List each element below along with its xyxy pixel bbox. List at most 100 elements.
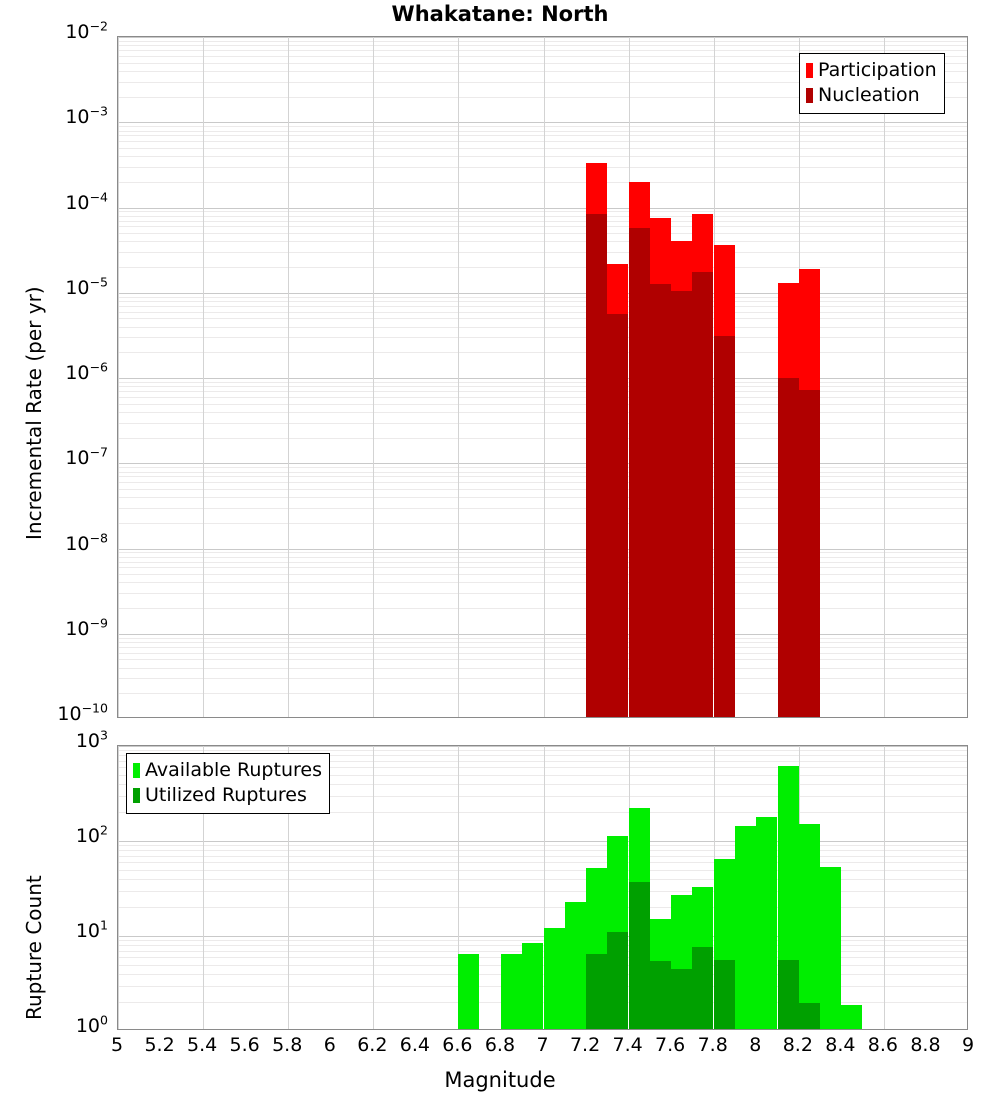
gridline-minor (118, 438, 967, 439)
bar-available-ruptures (458, 954, 479, 1029)
x-tick-label: 8.4 (825, 1034, 856, 1056)
gridline-minor (118, 582, 967, 583)
gridline-minor (118, 63, 967, 64)
x-tick-label: 6.8 (484, 1034, 516, 1056)
gridline-vertical (458, 37, 459, 717)
gridline-minor (118, 467, 967, 468)
x-tick-label: 5 (110, 1034, 124, 1056)
bar-available-ruptures (820, 867, 841, 1029)
gridline-minor (118, 557, 967, 558)
legend-swatch-icon (806, 63, 813, 78)
x-tick-label: 6.2 (357, 1034, 388, 1056)
gridline-minor (118, 812, 967, 813)
x-tick-label: 7.2 (569, 1034, 601, 1056)
bar-nucleation (586, 214, 607, 717)
bar-nucleation (629, 228, 650, 717)
gridline-minor (118, 327, 967, 328)
gridline-major (118, 37, 967, 38)
gridline-minor (118, 940, 967, 941)
gridline-minor (118, 423, 967, 424)
gridline-vertical (288, 37, 289, 717)
y-tick-label: 10−5 (65, 274, 108, 299)
gridline-minor (118, 755, 967, 756)
gridline-minor (118, 182, 967, 183)
x-tick-label: 5.8 (272, 1034, 303, 1056)
x-tick-label: 5.4 (186, 1034, 218, 1056)
y-tick-label: 101 (75, 917, 108, 942)
bar-utilized-ruptures (671, 969, 692, 1029)
participation-nucleation-legend-item[interactable]: Participation (806, 58, 937, 83)
participation-nucleation-legend-item[interactable]: Nucleation (806, 83, 937, 108)
gridline-minor (118, 216, 967, 217)
gridline-minor (118, 750, 967, 751)
gridline-minor (118, 668, 967, 669)
x-tick-label: 5.6 (229, 1034, 260, 1056)
gridline-major (118, 841, 967, 842)
gridline-minor (118, 567, 967, 568)
gridline-minor (118, 593, 967, 594)
gridline-minor (118, 767, 967, 768)
gridline-minor (118, 211, 967, 212)
gridline-minor (118, 45, 967, 46)
gridline-vertical (118, 37, 119, 717)
y-tick-label: 10−2 (65, 18, 108, 43)
ruptures-legend-item[interactable]: Utilized Ruptures (133, 783, 322, 808)
y-tick-label: 10−7 (65, 444, 108, 470)
gridline-minor (118, 761, 967, 762)
bar-utilized-ruptures (586, 954, 607, 1029)
page-title: Whakatane: North (391, 2, 609, 26)
gridline-major (118, 122, 967, 123)
gridline-minor (118, 50, 967, 51)
legend-swatch-icon (806, 88, 813, 103)
bar-nucleation (650, 284, 671, 717)
ruptures-legend-item[interactable]: Available Ruptures (133, 758, 322, 783)
gridline-minor (118, 476, 967, 477)
gridline-vertical (118, 746, 119, 1029)
top-chart-gridlines (118, 37, 967, 717)
bar-utilized-ruptures (692, 947, 713, 1029)
y-tick-label: 10−4 (65, 189, 108, 214)
gridline-minor (118, 97, 967, 98)
gridline-minor (118, 879, 967, 880)
bar-available-ruptures (799, 824, 820, 1029)
x-tick-label: 7.6 (655, 1034, 686, 1056)
gridline-minor (118, 678, 967, 679)
x-tick-label: 6.6 (442, 1034, 473, 1056)
gridline-major (118, 378, 967, 379)
legend-swatch-icon (133, 788, 140, 803)
legend-label: Utilized Ruptures (145, 784, 307, 806)
gridline-minor (118, 312, 967, 313)
gridline-vertical (884, 746, 885, 1029)
gridline-minor (118, 41, 967, 42)
bar-nucleation (714, 336, 735, 717)
gridline-minor (118, 693, 967, 694)
y-tick-label: 100 (75, 1012, 108, 1037)
gridline-minor (118, 562, 967, 563)
gridline-minor (118, 391, 967, 392)
gridline-vertical (544, 37, 545, 717)
gridline-vertical (373, 37, 374, 717)
gridline-major (118, 293, 967, 294)
bar-available-ruptures (841, 1005, 862, 1029)
gridline-minor (118, 891, 967, 892)
bottom-chart-bars (118, 746, 967, 1029)
gridline-major (118, 936, 967, 937)
gridline-minor (118, 226, 967, 227)
x-tick-label: 8.8 (910, 1034, 941, 1056)
gridline-minor (118, 784, 967, 785)
gridline-minor (118, 167, 967, 168)
y-tick-label: 10−8 (65, 530, 108, 555)
gridline-minor (118, 135, 967, 136)
gridline-minor (118, 870, 967, 871)
gridline-minor (118, 862, 967, 863)
gridline-minor (118, 221, 967, 222)
gridline-minor (118, 907, 967, 908)
gridline-minor (118, 126, 967, 127)
gridline-minor (118, 386, 967, 387)
bar-utilized-ruptures (607, 932, 628, 1029)
gridline-minor (118, 301, 967, 302)
gridline-minor (118, 297, 967, 298)
gridline-minor (118, 574, 967, 575)
x-tick-label: 7.8 (697, 1034, 728, 1056)
